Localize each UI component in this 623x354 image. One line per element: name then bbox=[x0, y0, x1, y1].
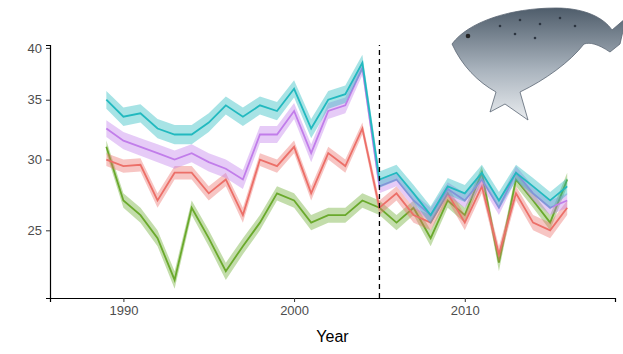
y-tick-label: 35 bbox=[28, 92, 42, 107]
fish-spot bbox=[519, 19, 522, 22]
fish-spot bbox=[499, 25, 502, 28]
y-axis: 25 30 35 40 bbox=[28, 41, 51, 299]
y-tick-mark bbox=[46, 230, 50, 231]
y-tick-mark bbox=[46, 48, 50, 49]
y-tick-mark bbox=[46, 100, 50, 101]
x-tick-mark bbox=[465, 298, 466, 302]
x-tick-label: 2010 bbox=[451, 303, 480, 318]
fish-body bbox=[452, 8, 623, 120]
y-tick: 35 bbox=[28, 92, 50, 107]
x-tick-label: 2000 bbox=[280, 303, 309, 318]
y-axis-line bbox=[46, 46, 51, 299]
x-tick-mark bbox=[294, 298, 295, 302]
fish-spot bbox=[574, 25, 577, 28]
reference-line bbox=[379, 45, 380, 298]
y-tick-label: 25 bbox=[28, 223, 42, 238]
x-tick: 2010 bbox=[451, 298, 480, 318]
y-tick: 25 bbox=[28, 223, 50, 238]
x-axis-title: Year bbox=[316, 328, 349, 345]
fish-illustration bbox=[452, 8, 623, 120]
fish-spot bbox=[534, 37, 537, 40]
chart-container: 1990 2000 2010 25 30 35 40 Year bbox=[0, 0, 623, 354]
fish-eye bbox=[466, 34, 471, 39]
plot-area bbox=[106, 45, 567, 298]
x-axis-line bbox=[51, 299, 616, 303]
fish-spot bbox=[539, 23, 542, 26]
confidence-band bbox=[106, 55, 567, 224]
x-axis: 1990 2000 2010 bbox=[51, 298, 616, 318]
y-tick-label: 30 bbox=[28, 152, 42, 167]
x-tick: 2000 bbox=[280, 298, 309, 318]
fish-spot bbox=[559, 17, 562, 20]
y-tick-label: 40 bbox=[28, 41, 42, 56]
y-tick: 40 bbox=[28, 41, 50, 56]
series-line bbox=[106, 63, 567, 215]
y-tick: 30 bbox=[28, 152, 50, 167]
y-tick-mark bbox=[46, 160, 50, 161]
x-tick-mark bbox=[123, 298, 124, 302]
x-tick: 1990 bbox=[109, 298, 138, 318]
x-tick-label: 1990 bbox=[109, 303, 138, 318]
fish-spot bbox=[514, 33, 517, 36]
chart-svg: 1990 2000 2010 25 30 35 40 Year bbox=[0, 0, 623, 354]
